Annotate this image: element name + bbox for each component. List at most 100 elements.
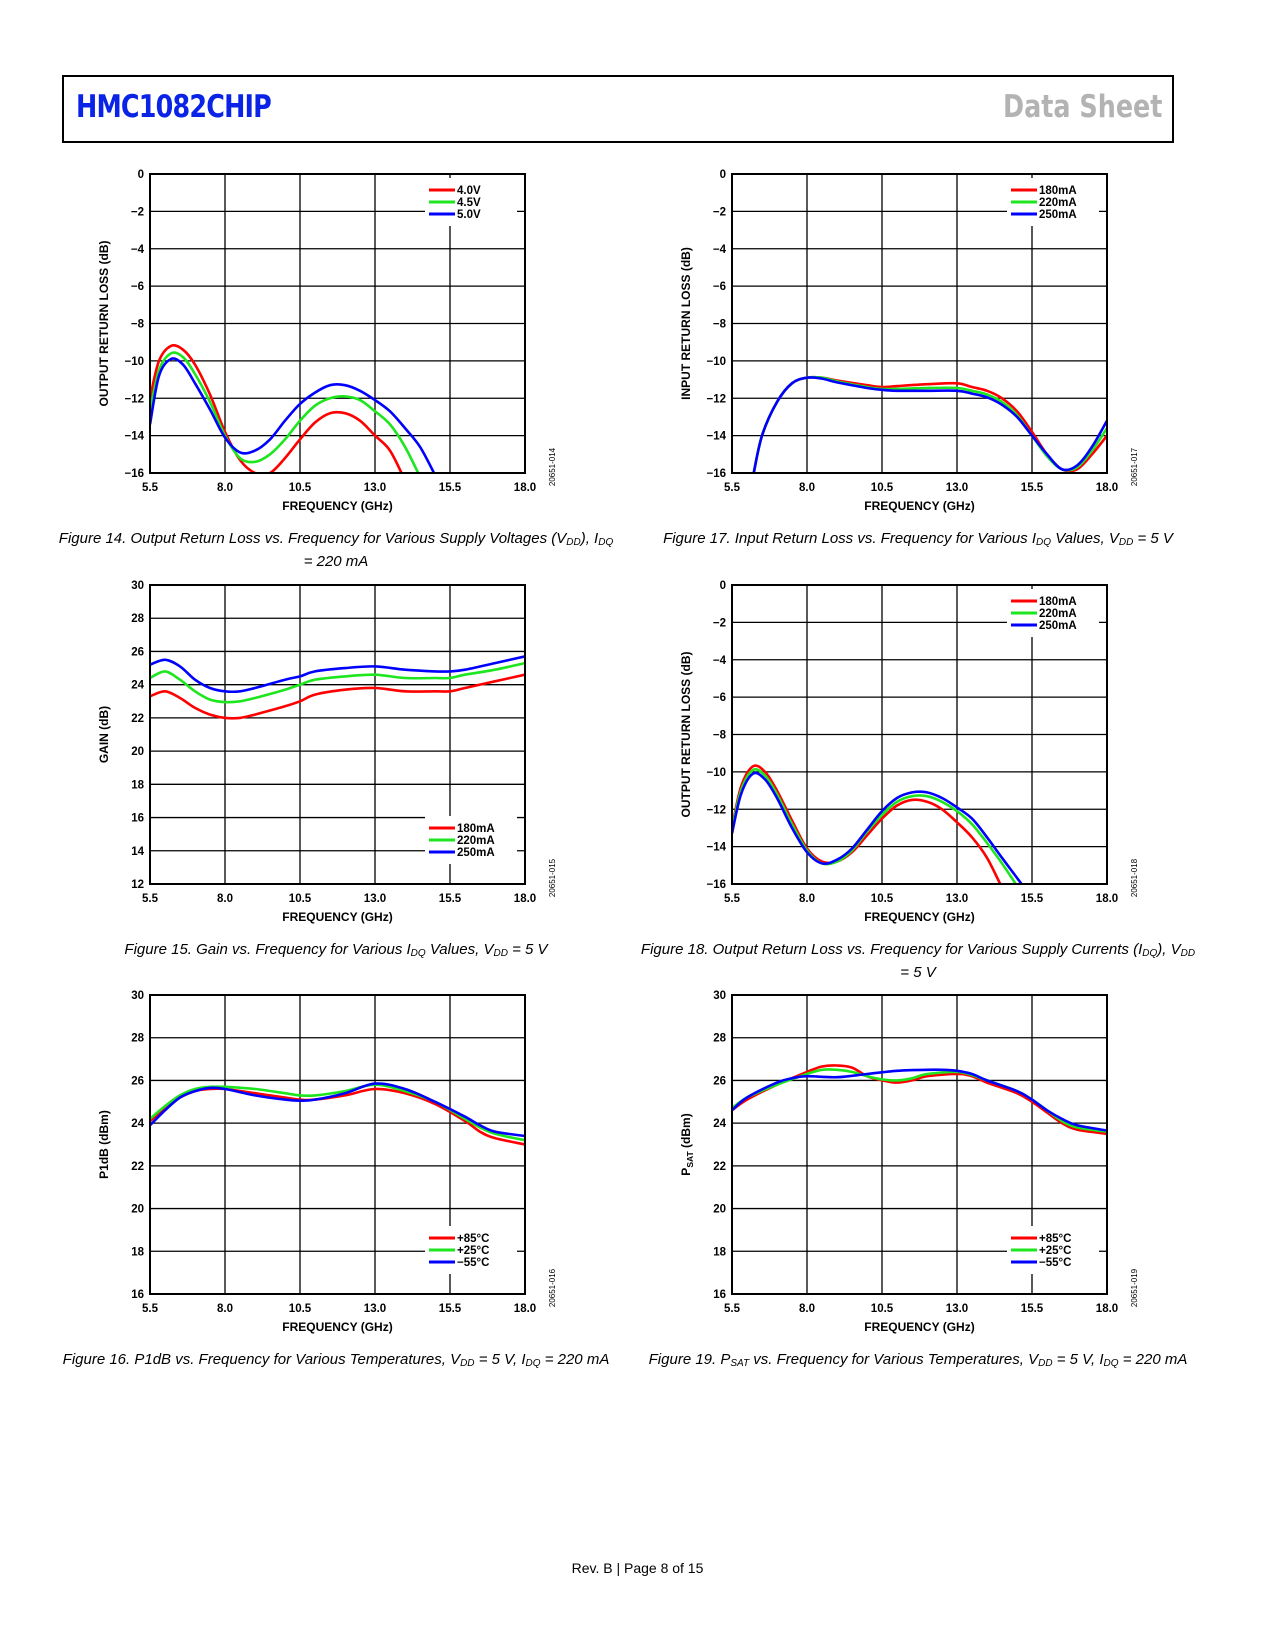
y-tick-label: −12 xyxy=(706,393,726,405)
figure-id: 20651-017 xyxy=(1130,447,1139,486)
plot-frame xyxy=(731,173,1108,474)
y-tick-label: −12 xyxy=(124,393,144,405)
y-tick-label: 18 xyxy=(131,779,144,791)
y-axis-label: INPUT RETURN LOSS (dB) xyxy=(679,247,693,400)
series-line-250mA xyxy=(752,376,1107,473)
legend-label: 180mA xyxy=(1039,596,1077,608)
plot-frame xyxy=(149,173,526,474)
caption-text: = 220 mA xyxy=(303,553,369,570)
plot-frame xyxy=(149,584,526,885)
caption-text: = 5 V xyxy=(900,964,936,981)
document-title: HMC1082CHIP xyxy=(76,89,272,125)
chart-fig15: 5.5 8.0 10.5 13.0 15.5 18.0 30 28 26 24 22 20 18 16 14… xyxy=(97,580,557,924)
series-line-180mA xyxy=(732,764,1002,884)
y-axis-label: PSAT (dBm) xyxy=(679,1113,695,1175)
caption-subscript: DQ xyxy=(1036,537,1052,548)
x-tick-label: 8.0 xyxy=(217,893,233,905)
x-axis-label: FREQUENCY (GHz) xyxy=(864,499,974,513)
y-tick-label: −6 xyxy=(131,281,144,293)
x-tick-label: 18.0 xyxy=(1096,482,1118,494)
caption-text: = 5 V, I xyxy=(474,1351,526,1368)
legend-label: 250mA xyxy=(1039,209,1077,221)
series-group xyxy=(732,764,1024,884)
series-group xyxy=(150,655,525,720)
x-axis-label: FREQUENCY (GHz) xyxy=(864,910,974,924)
caption-subscript: DQ xyxy=(410,948,426,959)
x-tick-label: 18.0 xyxy=(514,482,536,494)
series-group xyxy=(150,1082,525,1146)
x-tick-label: 10.5 xyxy=(289,1303,312,1315)
y-tick-label: −16 xyxy=(124,468,144,480)
x-tick-label: 10.5 xyxy=(871,482,894,494)
series-line-50V xyxy=(150,357,436,473)
y-tick-label: 26 xyxy=(131,1075,144,1087)
caption-text: ), I xyxy=(580,530,599,547)
series-line-55C xyxy=(732,1068,1107,1132)
legend-label: 220mA xyxy=(1039,608,1077,620)
y-tick-label: −2 xyxy=(713,617,726,629)
y-tick-label: −2 xyxy=(713,206,726,218)
caption-subscript: DQ xyxy=(1142,948,1158,959)
figure-caption: Figure 18. Output Return Loss vs. Freque… xyxy=(638,940,1198,982)
y-tick-label: 30 xyxy=(131,580,144,592)
x-tick-label: 10.5 xyxy=(871,1303,894,1315)
y-tick-label: −14 xyxy=(706,842,726,854)
series-group xyxy=(732,1064,1107,1136)
chart-fig18: 5.5 8.0 10.5 13.0 15.5 18.0 0 −2 −4 −6 −8 −10 −12 −14… xyxy=(679,580,1139,924)
legend-label: 220mA xyxy=(457,835,495,847)
y-tick-label: −10 xyxy=(706,356,726,368)
x-tick-label: 13.0 xyxy=(946,1303,968,1315)
x-tick-label: 5.5 xyxy=(142,482,159,494)
y-tick-label: 28 xyxy=(131,613,144,625)
caption-text: Values, V xyxy=(1051,530,1119,547)
y-tick-label: 30 xyxy=(131,990,144,1002)
x-tick-label: 10.5 xyxy=(289,482,312,494)
legend-label: −55°C xyxy=(1039,1257,1071,1269)
caption-subscript: DD xyxy=(460,1358,475,1369)
x-tick-label: 15.5 xyxy=(439,1303,462,1315)
y-tick-label: 16 xyxy=(131,1289,144,1301)
x-tick-label: 8.0 xyxy=(217,1303,233,1315)
chart-fig16: 5.5 8.0 10.5 13.0 15.5 18.0 30 28 26 24 22 20 18 16 FR… xyxy=(97,990,557,1334)
page-footer: Rev. B | Page 8 of 15 xyxy=(571,1560,704,1576)
y-tick-label: −14 xyxy=(706,431,726,443)
series-group xyxy=(150,343,436,473)
y-tick-label: −6 xyxy=(713,692,726,704)
x-tick-label: 18.0 xyxy=(514,1303,536,1315)
caption-subscript: DQ xyxy=(598,537,614,548)
caption-subscript: DQ xyxy=(525,1358,541,1369)
y-tick-label: 24 xyxy=(713,1118,726,1130)
x-tick-label: 5.5 xyxy=(142,1303,159,1315)
y-axis-label: P1dB (dBm) xyxy=(97,1110,111,1179)
x-tick-label: 13.0 xyxy=(364,893,386,905)
series-line-45V xyxy=(150,351,420,473)
x-tick-label: 5.5 xyxy=(724,482,741,494)
x-axis-label: FREQUENCY (GHz) xyxy=(282,499,392,513)
caption-text: Figure 17. Input Return Loss vs. Frequen… xyxy=(663,530,1037,547)
series-line-250mA xyxy=(732,771,1024,884)
x-tick-label: 13.0 xyxy=(364,482,386,494)
page-header: HMC1082CHIP Data Sheet xyxy=(62,75,1174,143)
series-line-40V xyxy=(150,343,403,473)
legend-label: 250mA xyxy=(457,847,495,859)
legend-label: 4.5V xyxy=(457,197,481,209)
caption-subscript: SAT xyxy=(730,1358,750,1369)
caption-text: vs. Frequency for Various Temperatures, … xyxy=(749,1351,1039,1368)
series-line-55C xyxy=(150,1082,525,1138)
series-line-25C xyxy=(150,1083,525,1142)
figure-id: 20651-014 xyxy=(548,447,557,486)
caption-text: Figure 18. Output Return Loss vs. Freque… xyxy=(640,941,1143,958)
x-tick-label: 18.0 xyxy=(514,893,536,905)
plot-frame xyxy=(731,584,1108,885)
caption-text: Figure 14. Output Return Loss vs. Freque… xyxy=(58,530,567,547)
y-tick-label: 0 xyxy=(720,580,726,592)
y-tick-label: −8 xyxy=(131,319,145,331)
y-tick-label: 18 xyxy=(131,1246,144,1258)
figure-caption: Figure 17. Input Return Loss vs. Frequen… xyxy=(638,529,1198,552)
caption-subscript: DD xyxy=(1118,537,1134,548)
x-tick-label: 15.5 xyxy=(439,482,462,494)
figure-caption: Figure 14. Output Return Loss vs. Freque… xyxy=(56,529,616,571)
y-tick-label: 24 xyxy=(131,1118,144,1130)
y-tick-label: 20 xyxy=(131,1204,144,1216)
y-tick-label: 28 xyxy=(131,1033,144,1045)
